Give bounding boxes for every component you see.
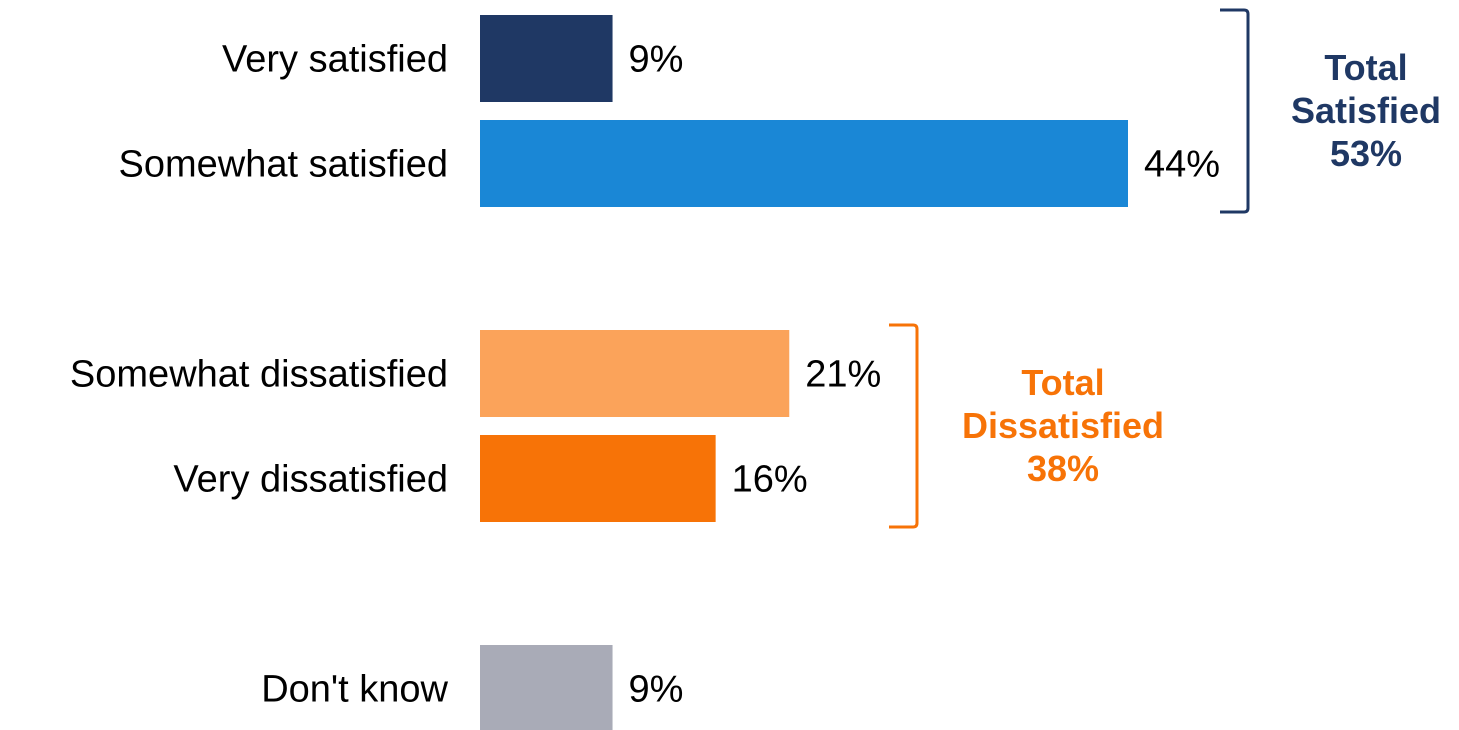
group-2-total: 38% xyxy=(1027,448,1099,489)
value-label-somewhat-satisfied: 44% xyxy=(1144,144,1220,186)
bar-somewhat-satisfied xyxy=(480,120,1128,207)
category-label-somewhat-dissatisfied: Somewhat dissatisfied xyxy=(70,354,448,396)
bar-don-t-know xyxy=(480,645,613,730)
group-bracket-2 xyxy=(889,323,919,529)
value-label-don-t-know: 9% xyxy=(629,669,684,711)
group-1-title: Total xyxy=(1324,47,1407,88)
category-label-don-t-know: Don't know xyxy=(261,669,448,711)
group-2-subtitle: Dissatisfied xyxy=(962,405,1164,446)
bar-somewhat-dissatisfied xyxy=(480,330,790,417)
bar-very-dissatisfied xyxy=(480,435,716,522)
category-label-very-dissatisfied: Very dissatisfied xyxy=(173,459,448,501)
category-label-very-satisfied: Very satisfied xyxy=(222,39,448,81)
labels-layer: Very satisfied 9% Somewhat satisfied 44% Som… xyxy=(70,39,1220,711)
category-label-somewhat-satisfied: Somewhat satisfied xyxy=(119,144,449,186)
group-bracket-1 xyxy=(1220,8,1250,214)
group-1-subtitle: Satisfied xyxy=(1291,90,1441,131)
group-1-total: 53% xyxy=(1330,133,1402,174)
bar-very-satisfied xyxy=(480,15,613,102)
value-label-somewhat-dissatisfied: 21% xyxy=(805,354,881,396)
value-label-very-satisfied: 9% xyxy=(629,39,684,81)
value-label-very-dissatisfied: 16% xyxy=(732,459,808,501)
group-2-title: Total xyxy=(1021,362,1104,403)
bars-layer xyxy=(480,15,1128,730)
